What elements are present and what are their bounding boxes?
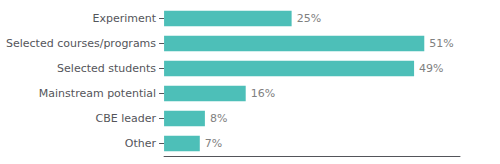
svg-text:Selected courses/programs: Selected courses/programs — [6, 37, 156, 50]
svg-text:25%: 25% — [297, 12, 321, 25]
svg-text:Mainstream potential: Mainstream potential — [39, 87, 156, 100]
svg-text:16%: 16% — [251, 87, 275, 100]
svg-text:Other: Other — [125, 137, 157, 150]
svg-text:7%: 7% — [205, 137, 222, 150]
svg-text:Selected students: Selected students — [57, 62, 156, 75]
svg-text:51%: 51% — [429, 37, 453, 50]
svg-text:CBE leader: CBE leader — [96, 112, 157, 125]
svg-text:49%: 49% — [419, 62, 443, 75]
svg-text:8%: 8% — [210, 112, 227, 125]
svg-text:Experiment: Experiment — [93, 12, 157, 25]
